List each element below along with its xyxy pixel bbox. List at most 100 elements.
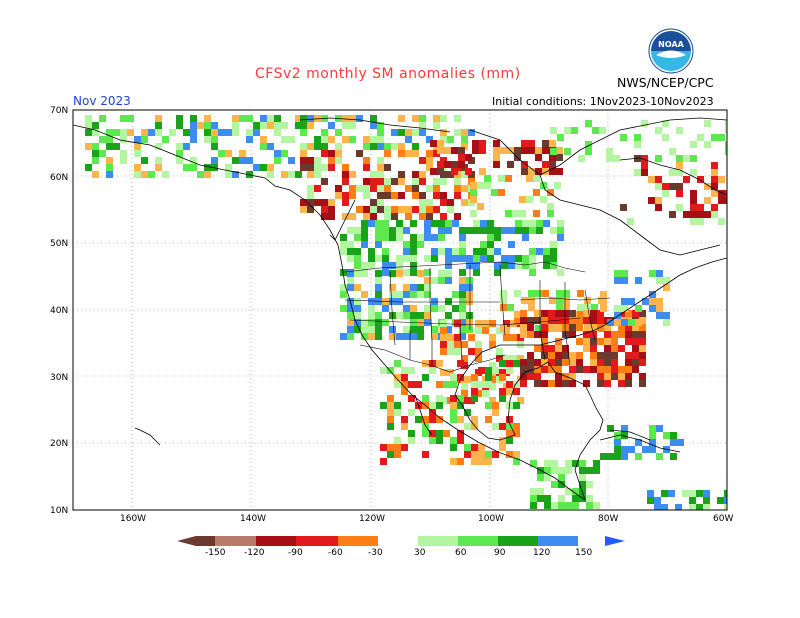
anomaly-cell [489, 383, 496, 390]
anomaly-cell [618, 345, 625, 352]
anomaly-cell [621, 298, 628, 305]
anomaly-cell [417, 234, 424, 241]
anomaly-cell [641, 120, 648, 127]
anomaly-cell [696, 504, 703, 510]
anomaly-cell [459, 305, 466, 312]
anomaly-cell [444, 161, 451, 168]
anomaly-cell [436, 395, 443, 402]
anomaly-cell [464, 409, 471, 416]
anomaly-cell [655, 197, 662, 204]
anomaly-cell [445, 326, 452, 333]
anomaly-cell [375, 234, 382, 241]
anomaly-cell [557, 269, 564, 276]
anomaly-cell [424, 319, 431, 326]
anomaly-cell [410, 333, 417, 340]
coastlines [73, 117, 727, 501]
anomaly-cell [412, 143, 419, 150]
anomaly-cell [607, 453, 614, 460]
anomaly-cell [493, 161, 500, 168]
anomaly-cell [541, 366, 548, 373]
anomaly-cell [389, 227, 396, 234]
anomaly-cell [632, 331, 639, 338]
lat-label-10n: 10N [50, 506, 68, 516]
anomaly-cell [478, 444, 485, 451]
anomaly-cell [391, 206, 398, 213]
anomaly-cell [543, 255, 550, 262]
anomaly-cell [120, 129, 127, 136]
anomaly-cell [403, 255, 410, 262]
anomaly-cell [718, 218, 725, 225]
anomaly-cell [440, 348, 447, 355]
anomaly-cell [535, 168, 542, 175]
anomaly-cell [375, 270, 382, 277]
anomaly-cell [169, 129, 176, 136]
anomaly-cell [457, 360, 464, 367]
anomaly-cell [677, 439, 684, 446]
lon-label-80w: 80W [598, 514, 618, 524]
anomaly-cell [239, 115, 246, 122]
anomaly-cell [260, 143, 267, 150]
anomaly-cell [607, 319, 614, 326]
anomaly-cell [424, 284, 431, 291]
colorbar-label-7: 60 [455, 548, 467, 558]
anomaly-cell [487, 255, 494, 262]
anomaly-cell [340, 305, 347, 312]
anomaly-cell [461, 171, 468, 178]
anomaly-cell [556, 168, 563, 175]
anomaly-cell [394, 451, 401, 458]
anomaly-cell [585, 141, 592, 148]
anomaly-cell [340, 284, 347, 291]
anomaly-cell [461, 376, 468, 383]
anomaly-cell [548, 366, 555, 373]
anomaly-cell [513, 360, 520, 367]
colorbar-labels: -150 -120 -90 -60 -30 30 60 90 120 150 [205, 548, 592, 558]
anomaly-cell [377, 178, 384, 185]
anomaly-cell [556, 147, 563, 154]
anomaly-cell [606, 148, 613, 155]
anomaly-cell [321, 206, 328, 213]
anomaly-cell [485, 367, 492, 374]
anomaly-cell [225, 129, 232, 136]
anomaly-cell [431, 248, 438, 255]
anomaly-cell [412, 129, 419, 136]
anomaly-cell [507, 161, 514, 168]
anomaly-cell [585, 148, 592, 155]
anomaly-cell [513, 402, 520, 409]
anomaly-cell [445, 227, 452, 234]
anomaly-cell [391, 213, 398, 220]
anomaly-cell [398, 143, 405, 150]
anomaly-cell [396, 333, 403, 340]
anomaly-cell [647, 490, 654, 497]
anomaly-cell [548, 359, 555, 366]
anomaly-cell [401, 381, 408, 388]
anomaly-cell [577, 290, 584, 297]
anomaly-cell [563, 304, 570, 311]
anomaly-cell [590, 317, 597, 324]
anomaly-cell [204, 171, 211, 178]
anomaly-cell [375, 277, 382, 284]
anomaly-cell [583, 345, 590, 352]
anomaly-cell [590, 310, 597, 317]
anomaly-cell [424, 305, 431, 312]
anomaly-cell [436, 416, 443, 423]
anomaly-cell [576, 317, 583, 324]
anomaly-cell [461, 136, 468, 143]
anomaly-cell [454, 334, 461, 341]
anomaly-cell [725, 120, 727, 127]
anomaly-cell [387, 409, 394, 416]
anomaly-cell [656, 305, 663, 312]
anomaly-cell [513, 381, 520, 388]
anomaly-cell [361, 227, 368, 234]
anomaly-cell [618, 380, 625, 387]
anomaly-cell [468, 334, 475, 341]
colorbar-label-2: -120 [244, 548, 265, 558]
anomaly-cell [438, 270, 445, 277]
anomaly-cell [500, 304, 507, 311]
anomaly-cell [433, 178, 440, 185]
anomaly-cell [499, 374, 506, 381]
anomaly-cell [452, 248, 459, 255]
anomaly-cell [457, 430, 464, 437]
anomaly-cell [419, 206, 426, 213]
anomaly-cell [470, 196, 477, 203]
anomaly-cell [461, 383, 468, 390]
